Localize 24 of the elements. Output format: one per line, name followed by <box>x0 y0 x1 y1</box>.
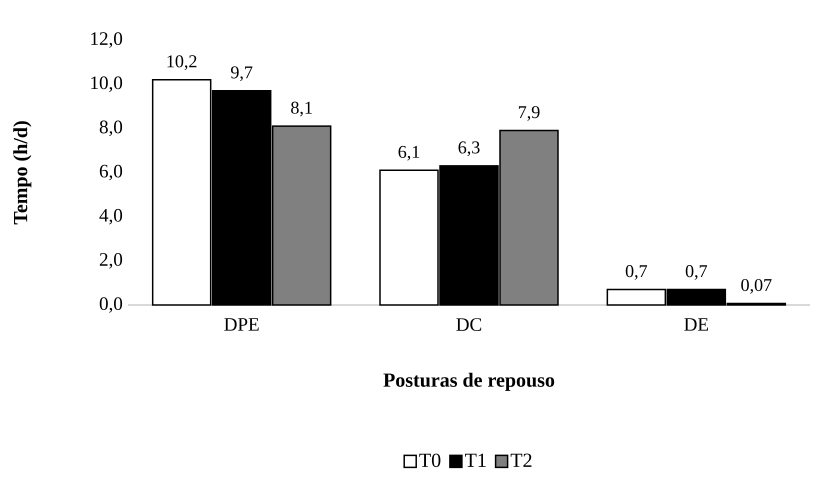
data-label: 0,7 <box>626 265 648 280</box>
x-tick-label: DE <box>684 318 708 331</box>
x-tick-label: DPE <box>224 318 259 331</box>
data-label: 7,9 <box>518 106 540 121</box>
legend-label: T1 <box>465 454 486 467</box>
y-tick-label: 12,0 <box>91 32 122 48</box>
data-label: 9,7 <box>230 66 252 82</box>
y-tick-label: 10,0 <box>91 76 122 92</box>
y-tick-label: 6,0 <box>100 164 122 180</box>
x-tick-label: DC <box>456 318 482 331</box>
legend-label: T2 <box>510 454 532 467</box>
data-label: 8,1 <box>291 102 312 116</box>
data-label: 10,2 <box>168 55 196 70</box>
data-label: 6,3 <box>458 141 480 156</box>
x-axis-title: Posturas de repouso <box>383 372 554 391</box>
y-tick-label: 4,0 <box>99 208 122 224</box>
data-label: 6,1 <box>398 146 420 161</box>
legend-label: T0 <box>419 454 440 468</box>
y-tick-label: 2,0 <box>100 253 122 269</box>
y-tick-label: 0,0 <box>100 297 122 313</box>
data-label: 0,07 <box>741 278 772 294</box>
y-tick-label: 8,0 <box>100 120 122 136</box>
data-label: 0,7 <box>686 265 708 280</box>
y-axis-title: Tempo (h/d) <box>13 121 32 224</box>
